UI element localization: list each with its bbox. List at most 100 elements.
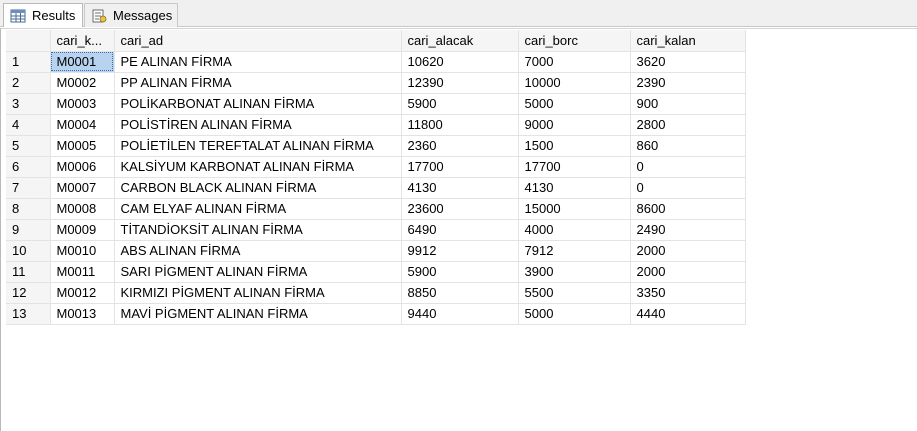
table-row[interactable]: 10 M0010 ABS ALINAN FİRMA 9912 7912 2000 <box>6 240 746 262</box>
cell-cari-kod[interactable]: M0004 <box>50 114 115 136</box>
cell-cari-ad[interactable]: KIRMIZI PİGMENT ALINAN FİRMA <box>114 282 402 304</box>
row-number[interactable]: 12 <box>6 282 51 304</box>
row-number[interactable]: 5 <box>6 135 51 157</box>
row-number[interactable]: 2 <box>6 72 51 94</box>
row-number[interactable]: 9 <box>6 219 51 241</box>
table-row[interactable]: 6 M0006 KALSİYUM KARBONAT ALINAN FİRMA 1770… <box>6 156 746 178</box>
cell-cari-ad[interactable]: POLİKARBONAT ALINAN FİRMA <box>114 93 402 115</box>
row-number[interactable]: 11 <box>6 261 51 283</box>
cell-cari-kod[interactable]: M0005 <box>50 135 115 157</box>
table-row[interactable]: 13 M0013 MAVİ PİGMENT ALINAN FİRMA 9440 5000… <box>6 303 746 325</box>
cell-cari-kalan[interactable]: 860 <box>630 135 746 157</box>
cell-cari-ad[interactable]: SARI PİGMENT ALINAN FİRMA <box>114 261 402 283</box>
column-header-cari-kod[interactable]: cari_k... <box>50 30 115 52</box>
column-header-cari-borc[interactable]: cari_borc <box>518 30 631 52</box>
column-header-cari-alacak[interactable]: cari_alacak <box>401 30 519 52</box>
cell-cari-kalan[interactable]: 4440 <box>630 303 746 325</box>
cell-cari-kalan[interactable]: 3350 <box>630 282 746 304</box>
results-grid[interactable]: cari_k... cari_ad cari_alacak cari_borc … <box>0 28 917 431</box>
cell-cari-borc[interactable]: 5500 <box>518 282 631 304</box>
cell-cari-alacak[interactable]: 12390 <box>401 72 519 94</box>
cell-cari-alacak[interactable]: 4130 <box>401 177 519 199</box>
tab-results[interactable]: Results <box>3 3 83 27</box>
cell-cari-borc[interactable]: 9000 <box>518 114 631 136</box>
cell-cari-ad[interactable]: KALSİYUM KARBONAT ALINAN FİRMA <box>114 156 402 178</box>
cell-cari-kalan[interactable]: 8600 <box>630 198 746 220</box>
cell-cari-borc[interactable]: 4000 <box>518 219 631 241</box>
cell-cari-kod[interactable]: M0001 <box>50 51 115 73</box>
table-row[interactable]: 9 M0009 TİTANDİOKSİT ALINAN FİRMA 6490 4000 2… <box>6 219 746 241</box>
cell-cari-ad[interactable]: POLİSTİREN ALINAN FİRMA <box>114 114 402 136</box>
cell-cari-kalan[interactable]: 2000 <box>630 261 746 283</box>
cell-cari-kalan[interactable]: 2390 <box>630 72 746 94</box>
cell-cari-alacak[interactable]: 6490 <box>401 219 519 241</box>
cell-cari-ad[interactable]: ABS ALINAN FİRMA <box>114 240 402 262</box>
cell-cari-borc[interactable]: 7000 <box>518 51 631 73</box>
cell-cari-alacak[interactable]: 23600 <box>401 198 519 220</box>
column-header-cari-kalan[interactable]: cari_kalan <box>630 30 746 52</box>
table-row[interactable]: 7 M0007 CARBON BLACK ALINAN FİRMA 4130 4130 0 <box>6 177 746 199</box>
cell-cari-alacak[interactable]: 5900 <box>401 261 519 283</box>
column-header-cari-ad[interactable]: cari_ad <box>114 30 402 52</box>
row-number[interactable]: 1 <box>6 51 51 73</box>
cell-cari-ad[interactable]: TİTANDİOKSİT ALINAN FİRMA <box>114 219 402 241</box>
row-number[interactable]: 6 <box>6 156 51 178</box>
cell-cari-alacak[interactable]: 9912 <box>401 240 519 262</box>
table-row[interactable]: 4 M0004 POLİSTİREN ALINAN FİRMA 11800 9000 28… <box>6 114 746 136</box>
cell-cari-kod[interactable]: M0003 <box>50 93 115 115</box>
table-row[interactable]: 11 M0011 SARI PİGMENT ALINAN FİRMA 5900 3900… <box>6 261 746 283</box>
cell-cari-borc[interactable]: 17700 <box>518 156 631 178</box>
cell-cari-alacak[interactable]: 2360 <box>401 135 519 157</box>
cell-cari-kod[interactable]: M0010 <box>50 240 115 262</box>
row-number[interactable]: 7 <box>6 177 51 199</box>
table-row[interactable]: 5 M0005 POLİETİLEN TEREFTALAT ALINAN FİRMA… <box>6 135 746 157</box>
table-row[interactable]: 1 M0001 PE ALINAN FİRMA 10620 7000 3620 <box>6 51 746 73</box>
row-number[interactable]: 4 <box>6 114 51 136</box>
cell-cari-alacak[interactable]: 9440 <box>401 303 519 325</box>
cell-cari-kod[interactable]: M0012 <box>50 282 115 304</box>
cell-cari-kod[interactable]: M0002 <box>50 72 115 94</box>
cell-cari-kalan[interactable]: 3620 <box>630 51 746 73</box>
cell-cari-alacak[interactable]: 8850 <box>401 282 519 304</box>
cell-cari-kod[interactable]: M0011 <box>50 261 115 283</box>
cell-cari-kalan[interactable]: 900 <box>630 93 746 115</box>
tab-messages[interactable]: Messages <box>84 3 178 27</box>
row-number[interactable]: 8 <box>6 198 51 220</box>
row-number[interactable]: 10 <box>6 240 51 262</box>
cell-cari-ad[interactable]: CAM ELYAF ALINAN FİRMA <box>114 198 402 220</box>
cell-cari-kalan[interactable]: 2000 <box>630 240 746 262</box>
cell-cari-kod[interactable]: M0006 <box>50 156 115 178</box>
table-row[interactable]: 3 M0003 POLİKARBONAT ALINAN FİRMA 5900 5000 9… <box>6 93 746 115</box>
cell-cari-ad[interactable]: MAVİ PİGMENT ALINAN FİRMA <box>114 303 402 325</box>
cell-cari-kod[interactable]: M0008 <box>50 198 115 220</box>
cell-cari-borc[interactable]: 5000 <box>518 93 631 115</box>
cell-cari-kalan[interactable]: 2800 <box>630 114 746 136</box>
cell-cari-borc[interactable]: 7912 <box>518 240 631 262</box>
cell-cari-alacak[interactable]: 11800 <box>401 114 519 136</box>
cell-cari-ad[interactable]: POLİETİLEN TEREFTALAT ALINAN FİRMA <box>114 135 402 157</box>
table-row[interactable]: 8 M0008 CAM ELYAF ALINAN FİRMA 23600 15000 86… <box>6 198 746 220</box>
cell-cari-kalan[interactable]: 0 <box>630 177 746 199</box>
cell-cari-kod[interactable]: M0013 <box>50 303 115 325</box>
cell-cari-ad[interactable]: PE ALINAN FİRMA <box>114 51 402 73</box>
corner-header[interactable] <box>6 30 51 52</box>
cell-cari-alacak[interactable]: 5900 <box>401 93 519 115</box>
cell-cari-borc[interactable]: 4130 <box>518 177 631 199</box>
cell-cari-borc[interactable]: 10000 <box>518 72 631 94</box>
cell-cari-alacak[interactable]: 17700 <box>401 156 519 178</box>
cell-cari-kod[interactable]: M0007 <box>50 177 115 199</box>
row-number[interactable]: 13 <box>6 303 51 325</box>
row-number[interactable]: 3 <box>6 93 51 115</box>
cell-cari-ad[interactable]: PP ALINAN FİRMA <box>114 72 402 94</box>
cell-cari-kalan[interactable]: 0 <box>630 156 746 178</box>
cell-cari-alacak[interactable]: 10620 <box>401 51 519 73</box>
table-row[interactable]: 12 M0012 KIRMIZI PİGMENT ALINAN FİRMA 8850 5… <box>6 282 746 304</box>
cell-cari-borc[interactable]: 15000 <box>518 198 631 220</box>
cell-cari-borc[interactable]: 5000 <box>518 303 631 325</box>
cell-cari-borc[interactable]: 1500 <box>518 135 631 157</box>
cell-cari-kod[interactable]: M0009 <box>50 219 115 241</box>
table-row[interactable]: 2 M0002 PP ALINAN FİRMA 12390 10000 2390 <box>6 72 746 94</box>
cell-cari-kalan[interactable]: 2490 <box>630 219 746 241</box>
cell-cari-borc[interactable]: 3900 <box>518 261 631 283</box>
cell-cari-ad[interactable]: CARBON BLACK ALINAN FİRMA <box>114 177 402 199</box>
